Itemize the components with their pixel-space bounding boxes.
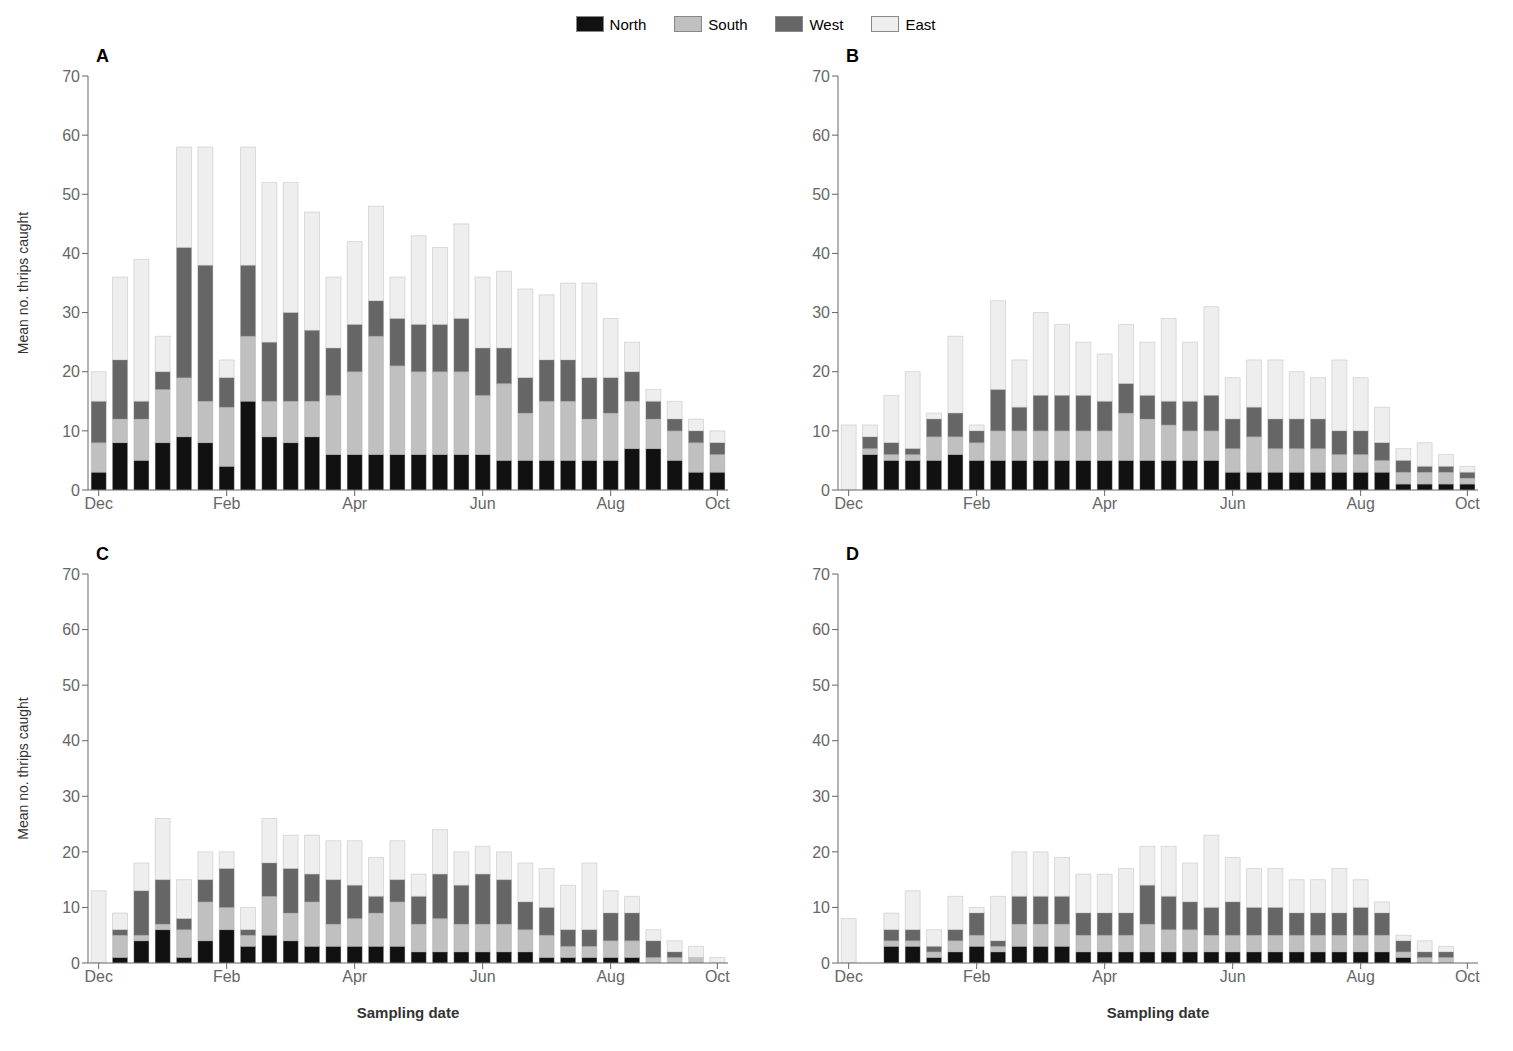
- svg-text:Feb: Feb: [963, 495, 991, 512]
- svg-text:10: 10: [812, 423, 830, 440]
- svg-text:50: 50: [812, 186, 830, 203]
- svg-text:Mean no. thrips caught: Mean no. thrips caught: [15, 212, 31, 355]
- svg-text:70: 70: [62, 68, 80, 85]
- svg-text:Dec: Dec: [834, 968, 862, 985]
- html-text:C: C: [96, 544, 109, 564]
- svg-text:Jun: Jun: [1220, 968, 1246, 985]
- svg-text:20: 20: [812, 844, 830, 861]
- html-text:East: East: [905, 15, 936, 33]
- svg-text:Oct: Oct: [1455, 968, 1480, 985]
- svg-text:30: 30: [62, 304, 80, 321]
- svg-text:30: 30: [812, 304, 830, 321]
- svg-text:Apr: Apr: [1092, 495, 1118, 512]
- svg-text:10: 10: [812, 899, 830, 916]
- html-text:D: D: [846, 544, 859, 564]
- svg-text:Oct: Oct: [705, 968, 730, 985]
- svg-text:20: 20: [812, 363, 830, 380]
- html-text:West: West: [809, 15, 844, 33]
- svg-text:40: 40: [62, 245, 80, 262]
- svg-text:40: 40: [62, 732, 80, 749]
- svg-text:Jun: Jun: [470, 495, 496, 512]
- svg-text:40: 40: [812, 732, 830, 749]
- svg-text:60: 60: [62, 621, 80, 638]
- svg-text:70: 70: [62, 566, 80, 583]
- svg-text:Aug: Aug: [596, 968, 624, 985]
- svg-text:Sampling date: Sampling date: [1107, 1004, 1210, 1021]
- svg-text:60: 60: [812, 621, 830, 638]
- html-text:South: South: [708, 15, 748, 33]
- svg-text:Dec: Dec: [834, 495, 862, 512]
- svg-text:Mean no. thrips caught: Mean no. thrips caught: [15, 697, 31, 840]
- html-text:North: North: [609, 15, 647, 33]
- svg-text:Feb: Feb: [213, 968, 241, 985]
- svg-text:Sampling date: Sampling date: [357, 1004, 460, 1021]
- svg-text:Apr: Apr: [1092, 968, 1118, 985]
- svg-text:60: 60: [812, 127, 830, 144]
- svg-text:Dec: Dec: [84, 495, 112, 512]
- svg-text:40: 40: [812, 245, 830, 262]
- svg-text:30: 30: [812, 788, 830, 805]
- svg-text:10: 10: [62, 899, 80, 916]
- html-text:B: B: [846, 46, 859, 66]
- svg-text:0: 0: [71, 482, 80, 499]
- svg-text:Jun: Jun: [1220, 495, 1246, 512]
- svg-text:20: 20: [62, 844, 80, 861]
- svg-text:0: 0: [71, 955, 80, 972]
- svg-text:0: 0: [821, 955, 830, 972]
- svg-text:Feb: Feb: [213, 495, 241, 512]
- svg-text:50: 50: [62, 186, 80, 203]
- svg-text:Oct: Oct: [705, 495, 730, 512]
- svg-text:0: 0: [821, 482, 830, 499]
- svg-text:Jun: Jun: [470, 968, 496, 985]
- svg-text:60: 60: [62, 127, 80, 144]
- svg-text:Aug: Aug: [596, 495, 624, 512]
- svg-text:30: 30: [62, 788, 80, 805]
- svg-text:Dec: Dec: [84, 968, 112, 985]
- svg-text:Apr: Apr: [342, 495, 368, 512]
- svg-text:Oct: Oct: [1455, 495, 1480, 512]
- svg-text:20: 20: [62, 363, 80, 380]
- svg-text:Aug: Aug: [1346, 968, 1374, 985]
- svg-text:10: 10: [62, 423, 80, 440]
- html-text:A: A: [96, 46, 109, 66]
- svg-text:70: 70: [812, 566, 830, 583]
- svg-text:Aug: Aug: [1346, 495, 1374, 512]
- svg-text:Apr: Apr: [342, 968, 368, 985]
- svg-text:50: 50: [62, 677, 80, 694]
- svg-text:Feb: Feb: [963, 968, 991, 985]
- svg-text:50: 50: [812, 677, 830, 694]
- svg-text:70: 70: [812, 68, 830, 85]
